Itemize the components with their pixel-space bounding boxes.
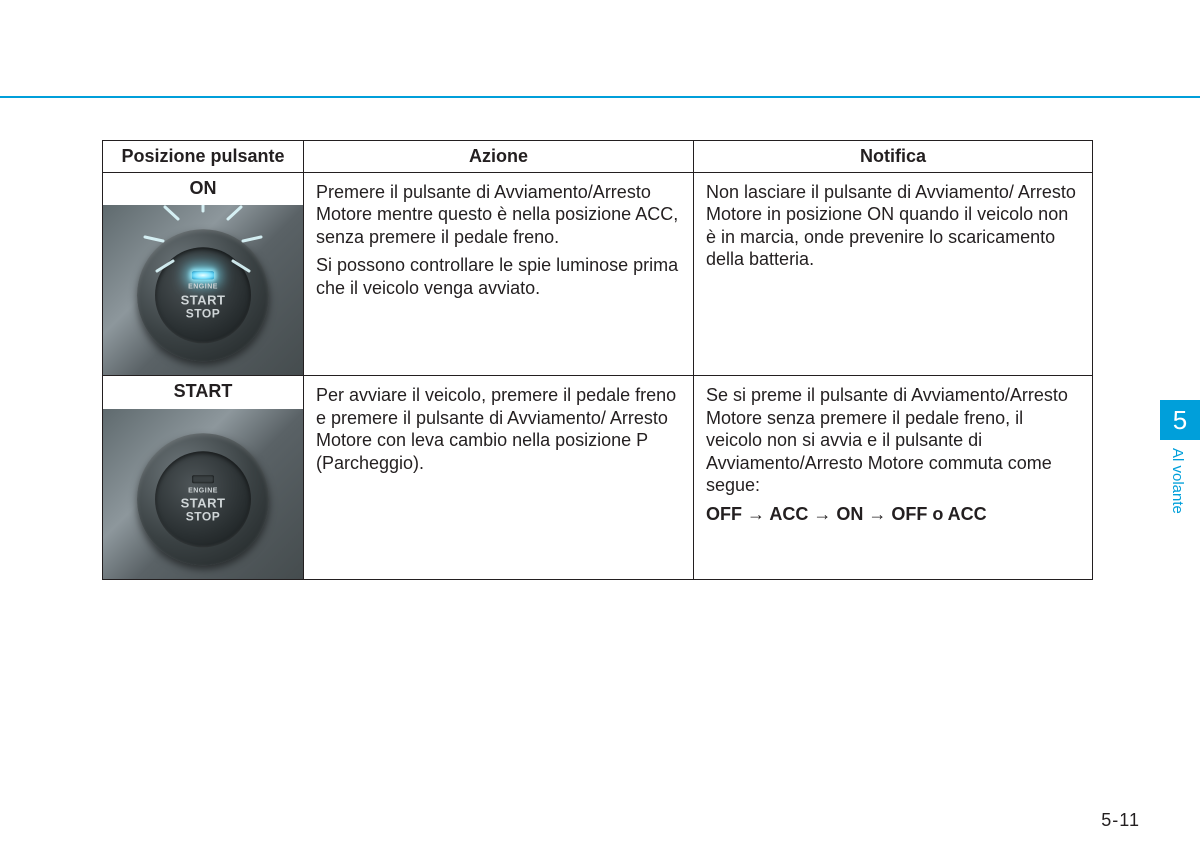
button-text-start: START xyxy=(181,497,226,510)
chapter-tab: 5 xyxy=(1160,400,1200,440)
button-ring: ENGINE START STOP xyxy=(137,433,269,565)
state-label: ON xyxy=(103,173,303,206)
state-sequence: OFF → ACC → ON → OFF o ACC xyxy=(706,503,1082,526)
button-text-engine: ENGINE xyxy=(188,283,218,292)
content-area: Posizione pulsante Azione Notifica ON EN… xyxy=(102,140,1092,580)
notice-text: Non lasciare il pulsante di Avviamento/ … xyxy=(706,181,1082,271)
action-text: Per avviare il veicolo, premere il pedal… xyxy=(316,384,683,474)
table-row: ON ENGINE START STOP xyxy=(103,172,1093,376)
action-cell: Per avviare il veicolo, premere il pedal… xyxy=(304,376,694,580)
start-button-illustration-on: ENGINE START STOP xyxy=(103,205,303,375)
button-text-start: START xyxy=(181,293,226,306)
main-table: Posizione pulsante Azione Notifica ON EN… xyxy=(102,140,1093,580)
action-text: Premere il pulsante di Avviamento/Arrest… xyxy=(316,181,683,249)
notice-text: Se si preme il pulsante di Avviamento/Ar… xyxy=(706,384,1082,497)
notice-cell: Se si preme il pulsante di Avviamento/Ar… xyxy=(694,376,1093,580)
button-ring: ENGINE START STOP xyxy=(137,229,269,361)
page-number: 5-11 xyxy=(1101,810,1140,831)
button-face: ENGINE START STOP xyxy=(155,247,251,343)
state-label: START xyxy=(103,376,303,409)
header-rule xyxy=(0,96,1200,98)
state-cell-start: START ENGINE START STOP xyxy=(103,376,304,580)
chapter-number: 5 xyxy=(1173,405,1187,436)
button-text-stop: STOP xyxy=(186,307,220,319)
start-button-illustration-start: ENGINE START STOP xyxy=(103,409,303,579)
action-cell: Premere il pulsante di Avviamento/Arrest… xyxy=(304,172,694,376)
state-cell-on: ON ENGINE START STOP xyxy=(103,172,304,376)
button-text-engine: ENGINE xyxy=(188,487,218,496)
th-position: Posizione pulsante xyxy=(103,141,304,173)
chapter-label: Al volante xyxy=(1169,448,1186,514)
table-row: START ENGINE START STOP Per a xyxy=(103,376,1093,580)
notice-cell: Non lasciare il pulsante di Avviamento/ … xyxy=(694,172,1093,376)
button-face: ENGINE START STOP xyxy=(155,451,251,547)
action-text: Si possono controllare le spie luminose … xyxy=(316,254,683,299)
button-text-stop: STOP xyxy=(186,511,220,523)
led-indicator-icon xyxy=(192,271,214,279)
th-action: Azione xyxy=(304,141,694,173)
th-notice: Notifica xyxy=(694,141,1093,173)
led-indicator-icon xyxy=(192,475,214,483)
